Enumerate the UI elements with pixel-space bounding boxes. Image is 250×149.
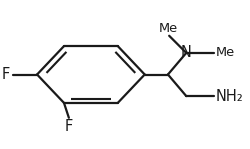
- Text: Me: Me: [216, 46, 235, 59]
- Text: NH₂: NH₂: [216, 89, 244, 104]
- Text: N: N: [181, 45, 192, 60]
- Text: F: F: [2, 67, 10, 82]
- Text: F: F: [65, 119, 73, 134]
- Text: Me: Me: [158, 22, 178, 35]
